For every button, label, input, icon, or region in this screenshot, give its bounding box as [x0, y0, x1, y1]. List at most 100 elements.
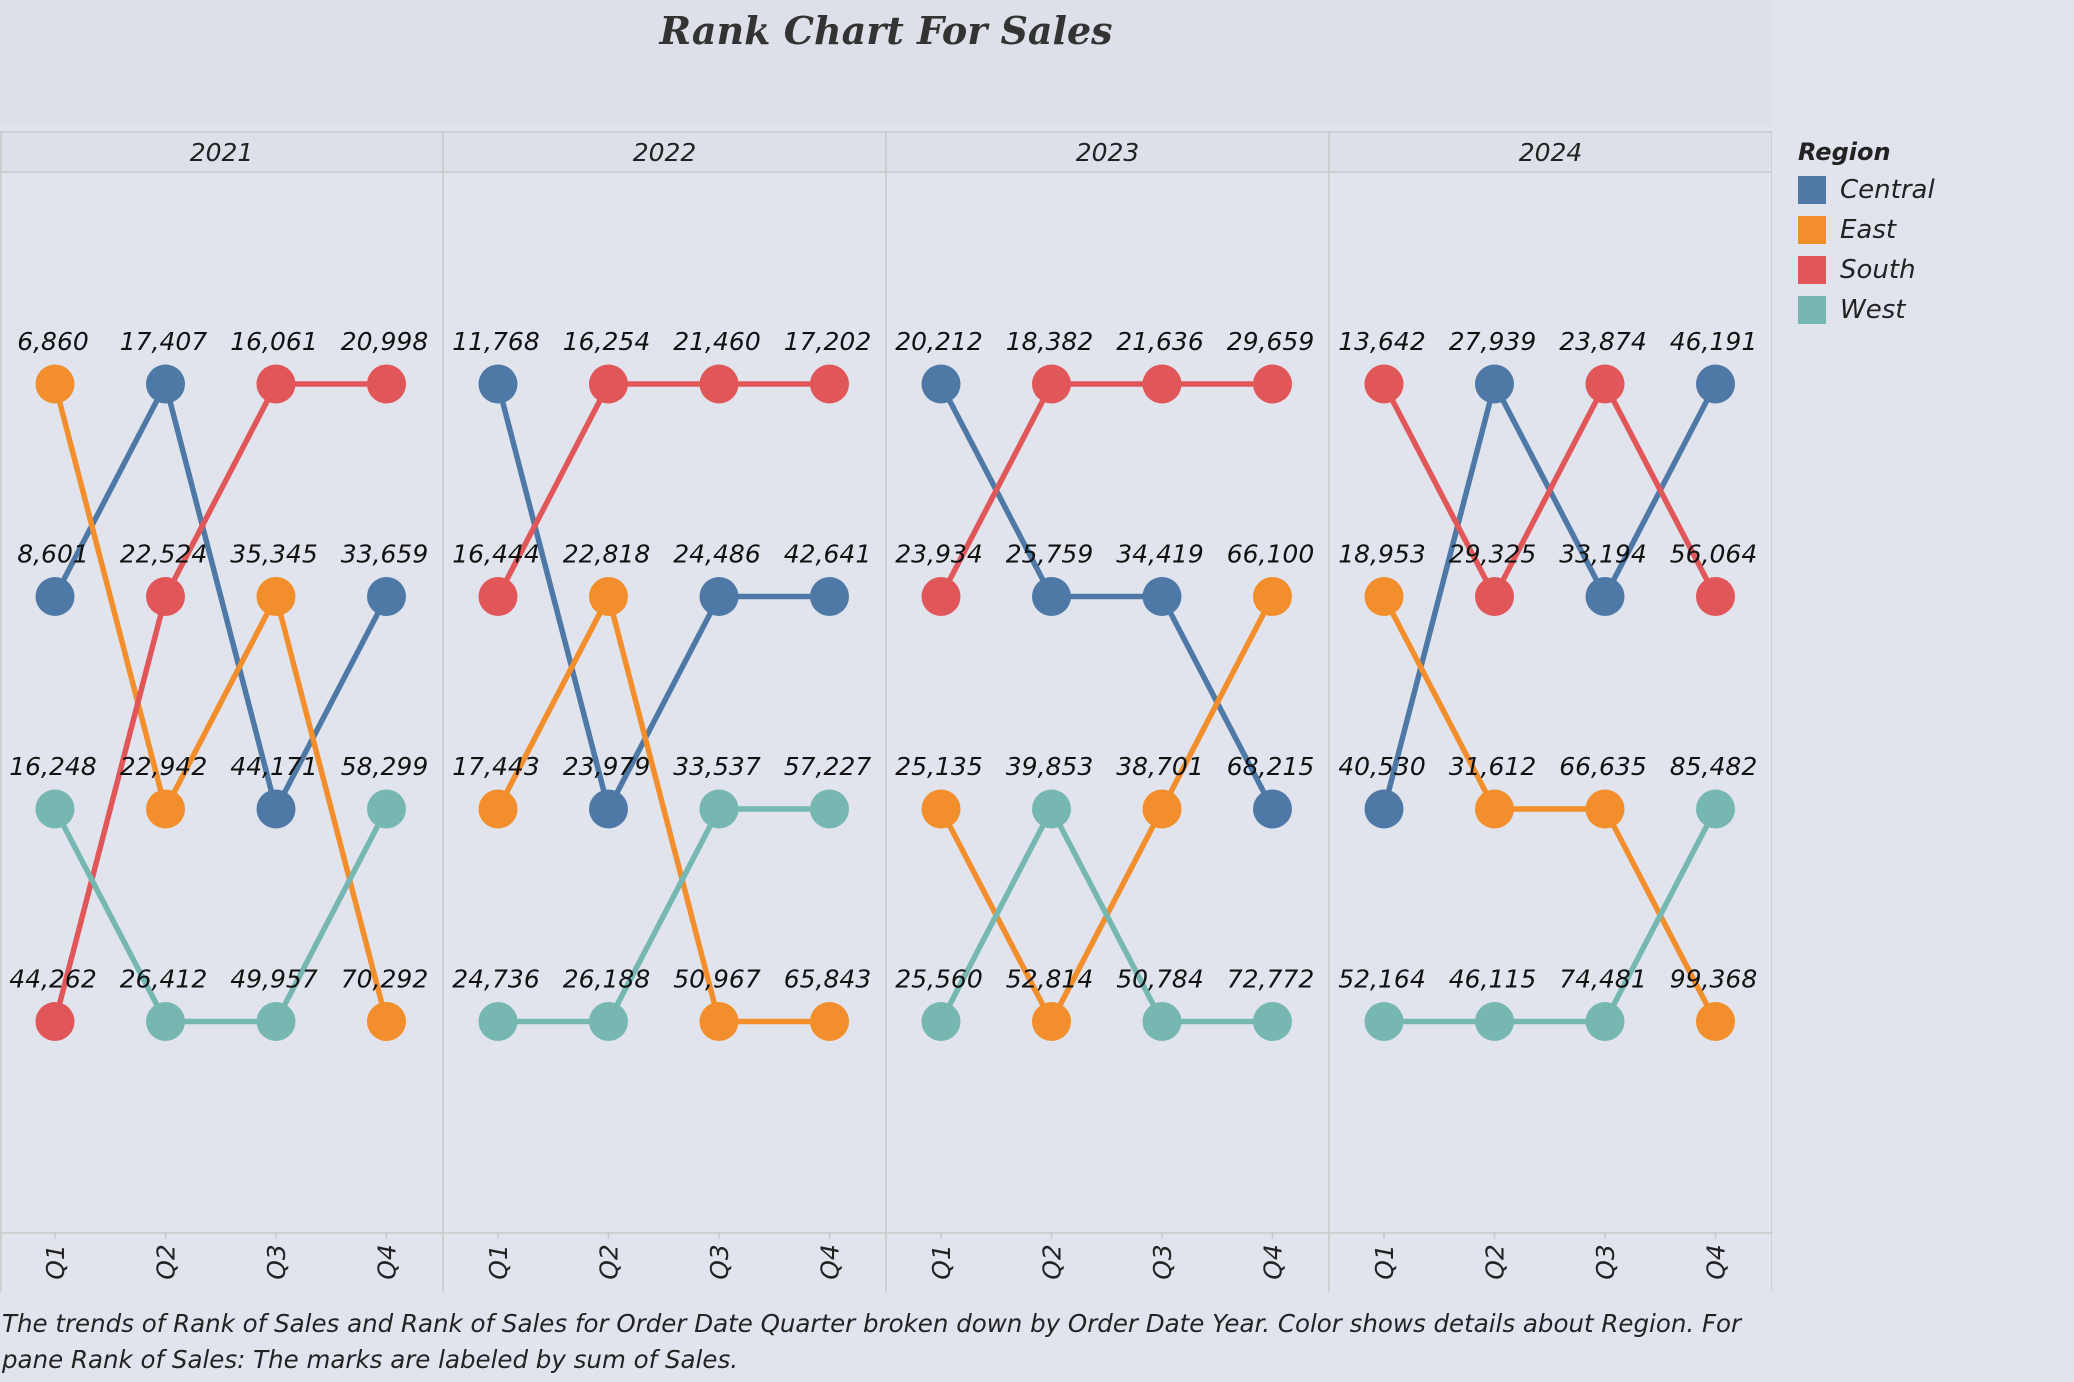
sales-label: 11,768	[452, 327, 539, 356]
sales-label: 17,202	[784, 327, 871, 356]
rank-marker-south	[1142, 364, 1182, 404]
year-header: 2024	[1519, 138, 1583, 167]
series-line-east	[495, 593, 830, 1025]
rank-chart: 2021 Q1 Q2 Q3 Q4 2022 Q1 Q2 Q3 Q4 2023 Q1 Q2 Q3 Q4 2024…	[0, 131, 1772, 1292]
sales-label: 20,998	[341, 327, 428, 356]
series-line-west	[498, 806, 830, 1025]
legend-label: South	[1840, 255, 1916, 285]
rank-marker-west	[810, 789, 849, 829]
series-line-west	[1384, 807, 1718, 1025]
sales-label: 18,953	[1338, 540, 1425, 569]
rank-marker-east	[1475, 789, 1514, 829]
sales-label: 22,818	[563, 540, 650, 569]
rank-marker-central	[1253, 789, 1292, 829]
legend-item-east[interactable]: East	[1798, 210, 1935, 250]
sales-label: 38,701	[1116, 752, 1203, 781]
sales-label: 57,227	[784, 752, 872, 781]
legend-title: Region	[1798, 138, 1891, 166]
quarter-label: Q2	[1038, 1244, 1067, 1280]
sales-label: 74,481	[1559, 965, 1646, 994]
rank-marker-central	[1475, 364, 1514, 404]
sales-label: 56,064	[1670, 540, 1757, 569]
rank-marker-east	[1032, 1002, 1071, 1041]
legend-item-west[interactable]: West	[1798, 290, 1935, 330]
rank-marker-central	[1696, 364, 1735, 404]
rank-marker-south	[1032, 364, 1071, 404]
rank-marker-central	[146, 364, 185, 404]
sales-label: 34,419	[1116, 540, 1203, 569]
rank-marker-east	[1142, 789, 1182, 829]
sales-label: 52,814	[1006, 965, 1093, 994]
rank-marker-central	[699, 577, 739, 616]
rank-marker-south	[1585, 364, 1625, 404]
sales-label: 16,254	[563, 327, 650, 356]
sales-label: 21,636	[1116, 327, 1203, 356]
sales-label: 39,853	[1006, 752, 1093, 781]
sales-label: 23,874	[1559, 327, 1646, 356]
legend-label: West	[1840, 295, 1906, 325]
rank-marker-west	[256, 1002, 296, 1041]
sales-label: 65,843	[784, 965, 871, 994]
quarter-label: Q2	[595, 1244, 624, 1280]
sales-label: 22,942	[120, 752, 207, 781]
sales-label: 18,382	[1006, 327, 1093, 356]
year-header: 2021	[190, 138, 254, 167]
quarter-label: Q3	[262, 1244, 291, 1280]
rank-marker-south	[367, 364, 406, 404]
quarter-label: Q2	[1481, 1244, 1510, 1280]
series-line-south	[52, 381, 387, 1023]
rank-marker-west	[1475, 1002, 1514, 1041]
rank-marker-south	[35, 1002, 75, 1041]
sales-label: 16,061	[230, 327, 317, 356]
rank-marker-central	[810, 577, 849, 616]
year-header: 2022	[633, 138, 697, 167]
rank-marker-west	[921, 1002, 961, 1041]
rank-marker-south	[1475, 577, 1514, 616]
sales-label: 17,407	[120, 327, 208, 356]
rank-marker-south	[810, 364, 849, 404]
legend-item-south[interactable]: South	[1798, 250, 1935, 290]
rank-marker-south	[256, 364, 296, 404]
rank-marker-east	[367, 1002, 406, 1041]
rank-marker-central	[1142, 577, 1182, 616]
sales-label: 46,115	[1449, 965, 1536, 994]
sales-label: 25,759	[1006, 540, 1093, 569]
sales-label: 6,860	[17, 327, 89, 356]
rank-marker-central	[1585, 577, 1625, 616]
chart-caption: The trends of Rank of Sales and Rank of …	[2, 1309, 1742, 1374]
rank-marker-south	[1364, 364, 1404, 404]
series-line-east	[1381, 595, 1718, 1023]
rank-marker-south	[478, 577, 518, 616]
sales-label: 17,443	[452, 752, 539, 781]
chart-title: Rank Chart For Sales	[659, 8, 1113, 53]
sales-label: 24,736	[452, 965, 539, 994]
sales-label: 40,530	[1338, 752, 1425, 781]
sales-label: 42,641	[784, 540, 871, 569]
year-header: 2023	[1076, 138, 1140, 167]
sales-label: 85,482	[1670, 752, 1757, 781]
sales-label: 21,460	[673, 327, 760, 356]
series-line-central	[52, 381, 389, 812]
sales-label: 27,939	[1449, 327, 1536, 356]
rank-marker-west	[1142, 1002, 1182, 1041]
sales-label: 99,368	[1670, 965, 1757, 994]
series-line-central	[495, 383, 830, 812]
legend-item-central[interactable]: Central	[1798, 170, 1935, 210]
sales-label: 13,642	[1338, 327, 1425, 356]
rank-marker-east	[256, 577, 296, 616]
quarter-label: Q1	[1370, 1244, 1399, 1280]
sales-label: 49,957	[230, 965, 318, 994]
rank-marker-east	[1585, 789, 1625, 829]
sales-label: 29,325	[1449, 540, 1536, 569]
rank-marker-west	[1585, 1002, 1625, 1041]
series-line-east	[938, 595, 1275, 1025]
rank-marker-central	[367, 577, 406, 616]
rank-marker-west	[35, 789, 75, 829]
quarter-label: Q4	[373, 1244, 402, 1280]
rank-marker-east	[146, 789, 185, 829]
rank-marker-west	[1364, 1002, 1404, 1041]
sales-label: 46,191	[1670, 327, 1757, 356]
sales-label: 26,188	[563, 965, 650, 994]
sales-label: 50,967	[673, 965, 761, 994]
sales-label: 68,215	[1227, 752, 1314, 781]
